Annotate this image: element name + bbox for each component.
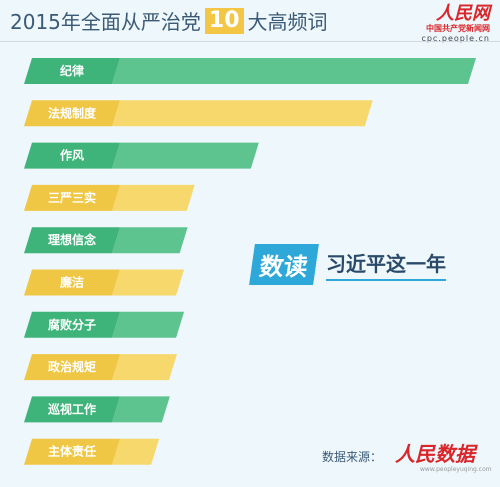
title-prefix: 2015年全面从严治党 (10, 10, 201, 34)
logo-name: 人民网 (436, 3, 490, 24)
bar-3 (112, 184, 195, 211)
category-label-0: 纪律 (60, 63, 84, 78)
category-label-2: 作风 (60, 148, 84, 163)
logo-url: cpc.people.cn (421, 34, 490, 43)
source-logo: 人民数据 (395, 442, 475, 466)
category-box-5 (24, 269, 120, 296)
bar-4 (112, 227, 188, 254)
series-badge: 数读 习近平这一年 (249, 244, 446, 285)
bar-0 (112, 58, 476, 84)
category-box-2 (24, 142, 120, 169)
category-box-3 (24, 184, 120, 211)
category-label-4: 理想信念 (48, 232, 96, 247)
bar-9 (112, 438, 160, 465)
category-label-1: 法规制度 (48, 105, 97, 120)
bar-1 (112, 100, 373, 127)
category-label-8: 巡视工作 (48, 401, 96, 416)
category-box-1 (24, 100, 120, 127)
category-label-6: 腐败分子 (48, 317, 96, 332)
category-box-7 (24, 354, 120, 381)
page-title: 2015年全面从严治党 10 大高频词 (10, 4, 328, 40)
category-box-9 (24, 438, 120, 465)
source-url: www.peopleyuqing.com (420, 466, 492, 473)
bar-5 (112, 269, 185, 296)
bar-8 (112, 396, 170, 423)
title-number: 10 (204, 8, 244, 34)
people-logo: 人民网 中国共产党新闻网 cpc.people.cn (421, 4, 490, 44)
category-label-5: 廉洁 (60, 275, 84, 290)
source-label: 数据来源： (322, 450, 383, 464)
badge-text: 习近平这一年 (326, 248, 446, 281)
header-divider (0, 41, 500, 42)
category-label-7: 政治规矩 (48, 359, 96, 374)
badge-highlight: 数读 (249, 244, 319, 285)
category-box-4 (24, 227, 120, 254)
bar-6 (112, 311, 185, 338)
title-suffix: 大高频词 (247, 10, 328, 34)
category-label-3: 三严三实 (48, 190, 96, 205)
bar-7 (112, 354, 177, 381)
category-label-9: 主体责任 (48, 444, 96, 459)
category-box-0 (24, 58, 120, 84)
category-box-6 (24, 311, 120, 338)
category-box-8 (24, 396, 120, 423)
bar-2 (112, 142, 259, 169)
logo-subtitle: 中国共产党新闻网 (426, 24, 490, 33)
